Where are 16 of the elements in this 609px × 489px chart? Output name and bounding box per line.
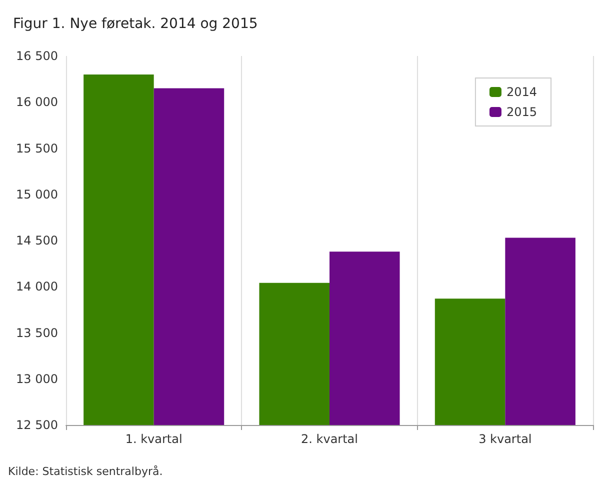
y-tick-label: 16 000	[16, 95, 58, 110]
chart-title: Figur 1. Nye føretak. 2014 og 2015	[13, 16, 258, 32]
y-tick-label: 15 500	[16, 141, 58, 156]
y-tick-label: 15 000	[16, 187, 58, 202]
y-tick-label: 14 000	[16, 280, 58, 294]
legend-label: 2015	[506, 105, 538, 119]
x-tick-label: 3 kvartal	[478, 432, 532, 446]
x-tick-label: 2. kvartal	[301, 432, 358, 446]
y-tick-label: 14 500	[16, 234, 58, 248]
y-tick-label: 13 000	[16, 372, 58, 386]
legend-label: 2014	[506, 85, 538, 99]
y-tick-label: 12 500	[16, 418, 58, 432]
y-tick-label: 13 500	[16, 326, 58, 340]
text: Kilde: Statistisk sentralbyrå.	[8, 465, 163, 478]
x-tick-label: 1. kvartal	[125, 432, 182, 446]
y-tick-label: 16 500	[16, 49, 58, 63]
